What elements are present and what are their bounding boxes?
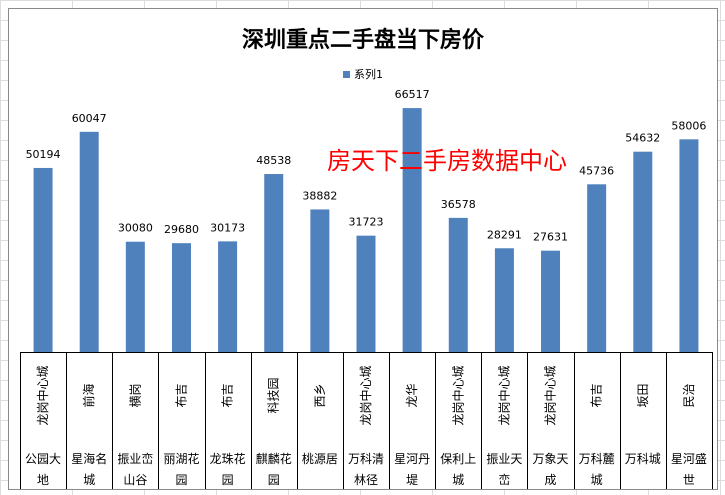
estate-label: 城: [452, 473, 464, 487]
estate-label: 振业天: [486, 452, 522, 466]
estate-label: 公园大: [25, 452, 61, 466]
bar: [171, 243, 191, 352]
bar: [125, 241, 145, 352]
bar: [356, 235, 376, 352]
area-label: 龙岗中心城: [358, 365, 373, 425]
estate-label: 城: [83, 473, 95, 487]
value-label: 29680: [164, 223, 199, 236]
value-labels: 50194 60047 30080 29680 30173 48538 38882 31723…: [26, 88, 707, 244]
bar: [402, 108, 422, 352]
area-label: 坂田: [636, 383, 650, 407]
bar: [218, 241, 238, 352]
value-label: 60047: [72, 112, 107, 125]
estate-label: 园: [222, 473, 234, 487]
chart-svg: 深圳重点二手盘当下房价 系列1 50194 60047 30080 29680 3017…: [20, 27, 713, 489]
bar: [541, 250, 561, 352]
area-label: 布吉: [174, 383, 188, 407]
chart-area[interactable]: 深圳重点二手盘当下房价 系列1 50194 60047 30080 29680 3017…: [8, 8, 718, 490]
bar: [310, 209, 330, 352]
area-label: 西乡: [313, 383, 327, 407]
estate-label: 振业峦: [117, 451, 153, 466]
area-label: 龙华: [405, 383, 419, 407]
value-label: 48538: [256, 154, 291, 167]
area-label: 龙岗中心城: [35, 365, 50, 425]
estate-label: 丽湖花: [163, 451, 199, 466]
legend-swatch: [343, 71, 350, 78]
estate-label: 龙珠花: [210, 451, 246, 466]
value-label: 31723: [349, 216, 384, 229]
area-label: 布吉: [590, 383, 604, 407]
area-label: 科技园: [267, 377, 281, 413]
estate-label: 保利上: [440, 452, 476, 466]
estate-label: 园: [268, 473, 280, 487]
area-label: 横岗: [128, 383, 142, 407]
bar: [264, 174, 284, 352]
bar: [587, 184, 607, 352]
estate-label: 星海名: [71, 451, 107, 466]
value-label: 54632: [625, 132, 660, 145]
watermark-text: 房天下二手房数据中心: [327, 147, 567, 175]
estate-label: 城: [591, 473, 603, 487]
bar: [494, 248, 514, 352]
value-label: 28291: [487, 228, 522, 241]
area-label: 龙岗中心城: [450, 365, 465, 425]
estate-label: 世: [683, 473, 695, 487]
bar: [79, 131, 99, 352]
chart-title: 深圳重点二手盘当下房价: [242, 27, 485, 53]
estate-label: 成: [545, 473, 557, 487]
estate-label: 星河丹: [394, 452, 430, 466]
estate-label: 麒麟花: [256, 451, 292, 466]
estate-label: 万象天: [533, 452, 569, 466]
bar: [633, 151, 653, 352]
estate-label: 万科城: [625, 452, 661, 466]
bar: [33, 167, 53, 352]
estate-label: 万科清: [348, 452, 384, 466]
area-label: 布吉: [221, 383, 235, 407]
value-label: 30173: [210, 221, 245, 234]
value-label: 50194: [26, 148, 61, 161]
legend-label: 系列1: [354, 67, 383, 81]
estate-label: 桃源居: [302, 451, 338, 466]
value-label: 45736: [579, 164, 614, 177]
area-label: 前海: [81, 383, 96, 407]
estate-label: 堤: [406, 473, 418, 487]
legend: 系列1: [343, 67, 383, 81]
value-label: 38882: [302, 189, 337, 202]
estate-label: 峦: [498, 472, 510, 487]
estate-label: 星河盛: [671, 451, 707, 466]
value-label: 36578: [441, 198, 476, 211]
value-label: 27631: [533, 231, 568, 244]
estate-label: 林径: [354, 473, 378, 487]
estate-label: 山谷: [123, 473, 147, 487]
bar: [448, 217, 468, 352]
estate-label: 地: [37, 473, 49, 487]
value-label: 58006: [671, 119, 706, 132]
bars: [33, 108, 699, 352]
area-label: 龙岗中心城: [496, 365, 511, 425]
estate-label: 万科麓: [579, 452, 615, 466]
value-label: 66517: [395, 88, 430, 101]
area-label: 龙岗中心城: [543, 365, 558, 425]
value-label: 30080: [118, 222, 153, 235]
estate-label: 园: [175, 473, 187, 487]
bar: [679, 139, 699, 352]
area-label: 民治: [682, 383, 696, 407]
